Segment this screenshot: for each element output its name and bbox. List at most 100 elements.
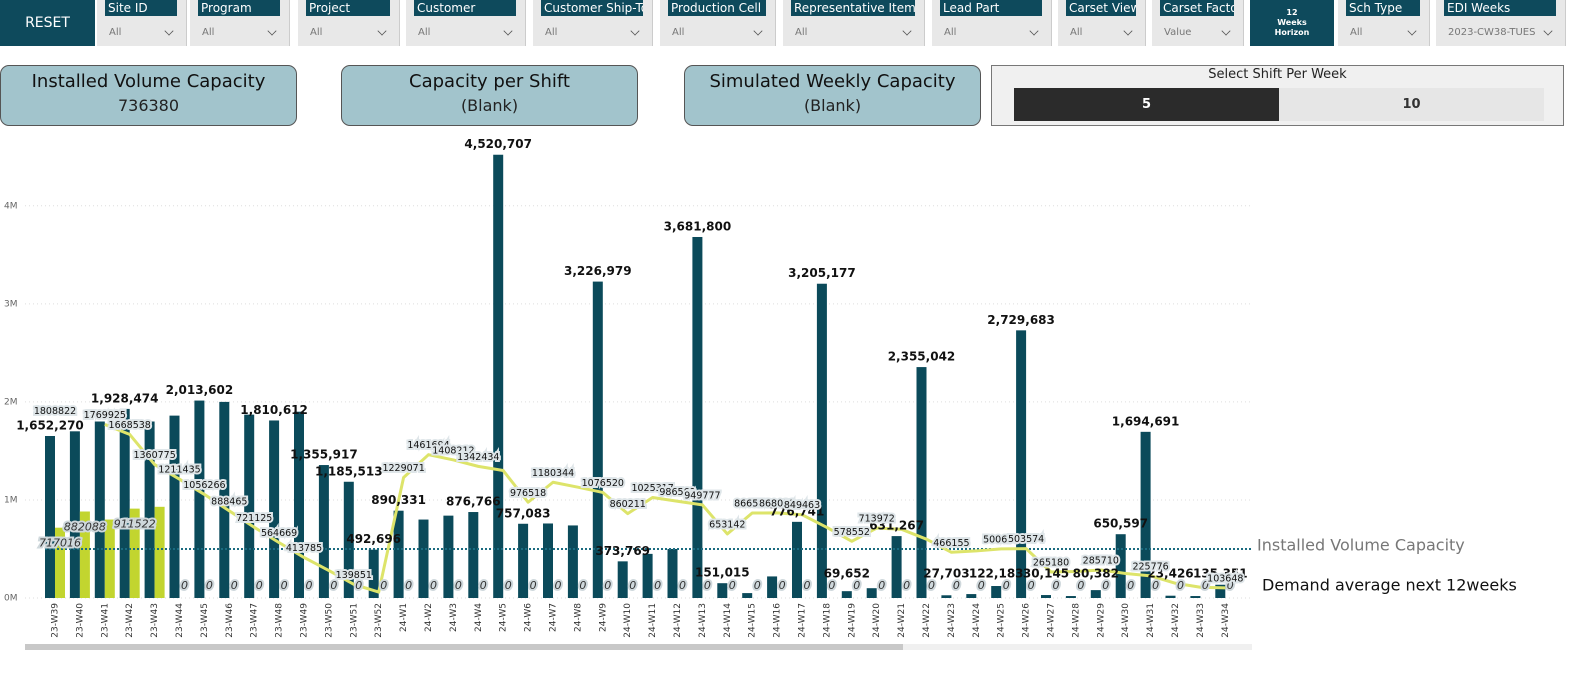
bar <box>443 515 454 598</box>
reset-button[interactable]: RESET <box>0 0 95 46</box>
data-label: 3,226,979 <box>564 264 632 278</box>
data-label: 0 <box>306 579 313 592</box>
data-label: 0 <box>355 579 362 592</box>
data-label: 1180344 <box>532 468 574 479</box>
bar <box>543 523 553 598</box>
bar <box>1115 534 1126 598</box>
bar <box>269 420 280 598</box>
data-label: 1,810,612 <box>240 403 308 417</box>
shift-slicer: Select Shift Per Week 5 10 <box>991 65 1564 126</box>
filter-label: Site ID <box>105 0 177 16</box>
data-label: 713972 <box>859 513 895 524</box>
bar <box>55 527 65 598</box>
data-label: 882088 <box>64 521 106 534</box>
filter[interactable]: Sch Type All <box>1338 0 1430 46</box>
data-label: 265180 <box>1033 557 1069 568</box>
x-tick-label: 24-W2 <box>424 603 434 632</box>
filter[interactable]: Representative Item(... All <box>783 0 925 46</box>
chevron <box>1221 26 1231 36</box>
bar <box>667 548 678 598</box>
filter-value: All <box>418 27 431 38</box>
bar <box>841 591 852 598</box>
data-label: 500678 <box>983 534 1019 545</box>
card-value: (Blank) <box>803 96 862 115</box>
filter-label: EDI Weeks <box>1444 0 1556 16</box>
filter-label: Lead Part <box>940 0 1042 16</box>
data-label: 1076520 <box>582 478 624 489</box>
data-label: 776,741 <box>770 504 825 518</box>
chevron <box>164 26 174 36</box>
data-label: 492,696 <box>346 532 401 546</box>
chevron <box>1029 26 1039 36</box>
slicer-option[interactable]: 5 <box>1014 88 1279 121</box>
data-label: 503574 <box>1008 534 1044 545</box>
data-label: 976518 <box>510 488 546 499</box>
filter[interactable]: EDI Weeks 2023-CW38-TUES <box>1436 0 1566 46</box>
line <box>104 423 1226 594</box>
reference-line-label: Installed Volume Capacity <box>1257 535 1465 554</box>
filter-value: All <box>672 27 685 38</box>
filter[interactable]: Program All <box>190 0 290 46</box>
data-label: 0 <box>654 579 661 592</box>
filter[interactable]: Customer Ship-To All <box>533 0 653 46</box>
filter[interactable]: Carset Factor Value <box>1152 0 1244 46</box>
data-label: 1211435 <box>158 465 200 476</box>
filter[interactable]: Lead Part All <box>932 0 1052 46</box>
slicer-option[interactable]: 10 <box>1279 88 1544 121</box>
horizon-button[interactable]: 12 Weeks Horizon <box>1250 0 1334 46</box>
x-tick-label: 24-W29 <box>1096 603 1106 638</box>
card-title: Simulated Weekly Capacity <box>709 71 956 92</box>
data-label: 0 <box>779 579 786 592</box>
data-label: 1769925 <box>84 410 126 421</box>
chevron <box>753 26 763 36</box>
data-label: 2,013,602 <box>166 383 234 397</box>
x-tick-label: 24-W15 <box>748 603 758 638</box>
card-value: 736380 <box>117 96 180 115</box>
data-label: 721125 <box>236 513 272 524</box>
data-label: 868031 <box>759 498 795 509</box>
data-label: 890,331 <box>371 493 426 507</box>
data-label: 0 <box>1077 579 1084 592</box>
x-tick-label: 24-W30 <box>1121 603 1131 638</box>
data-label: 866570 <box>734 499 770 510</box>
chevron <box>377 26 387 36</box>
x-tick-label: 23-W42 <box>125 603 135 638</box>
x-tick-label: 24-W31 <box>1146 603 1156 638</box>
filter[interactable]: Production Cell All <box>660 0 776 46</box>
bar <box>418 519 429 598</box>
bar <box>169 415 180 598</box>
data-label: 0 <box>1177 579 1184 592</box>
filter[interactable]: Project All <box>298 0 400 46</box>
x-tick-label: 24-W23 <box>947 603 957 638</box>
x-tick-label: 24-W8 <box>573 603 583 632</box>
data-label: 860211 <box>610 499 646 510</box>
x-tick-label: 24-W13 <box>698 603 708 638</box>
x-tick-label: 24-W5 <box>499 603 509 632</box>
card-value: (Blank) <box>460 96 519 115</box>
filter[interactable]: Site ID All <box>97 0 187 46</box>
data-label: 122,183 <box>969 567 1024 581</box>
filter-value: All <box>545 27 558 38</box>
data-label: 0 <box>1102 579 1109 592</box>
data-label: 1056266 <box>183 480 225 491</box>
data-label: 0 <box>853 579 860 592</box>
filter[interactable]: Carset View All <box>1058 0 1146 46</box>
bar <box>1041 595 1051 598</box>
data-label: 849463 <box>784 500 820 511</box>
bar <box>941 595 952 598</box>
bar <box>104 519 115 598</box>
x-tick-label: 23-W39 <box>51 603 61 638</box>
data-label: 1,355,917 <box>290 448 358 462</box>
x-tick-label: 23-W45 <box>200 603 210 638</box>
data-label: 1229071 <box>382 463 424 474</box>
bar <box>154 506 165 598</box>
data-label: 0 <box>1152 579 1159 592</box>
x-tick-label: 24-W28 <box>1071 603 1081 638</box>
data-label: 0 <box>629 579 636 592</box>
data-label: 1342434 <box>457 452 499 463</box>
filter[interactable]: Customer All <box>406 0 526 46</box>
filter-value: All <box>795 27 808 38</box>
filter-label: Carset View <box>1066 0 1136 16</box>
bar <box>144 421 155 598</box>
data-label: 0 <box>281 579 288 592</box>
